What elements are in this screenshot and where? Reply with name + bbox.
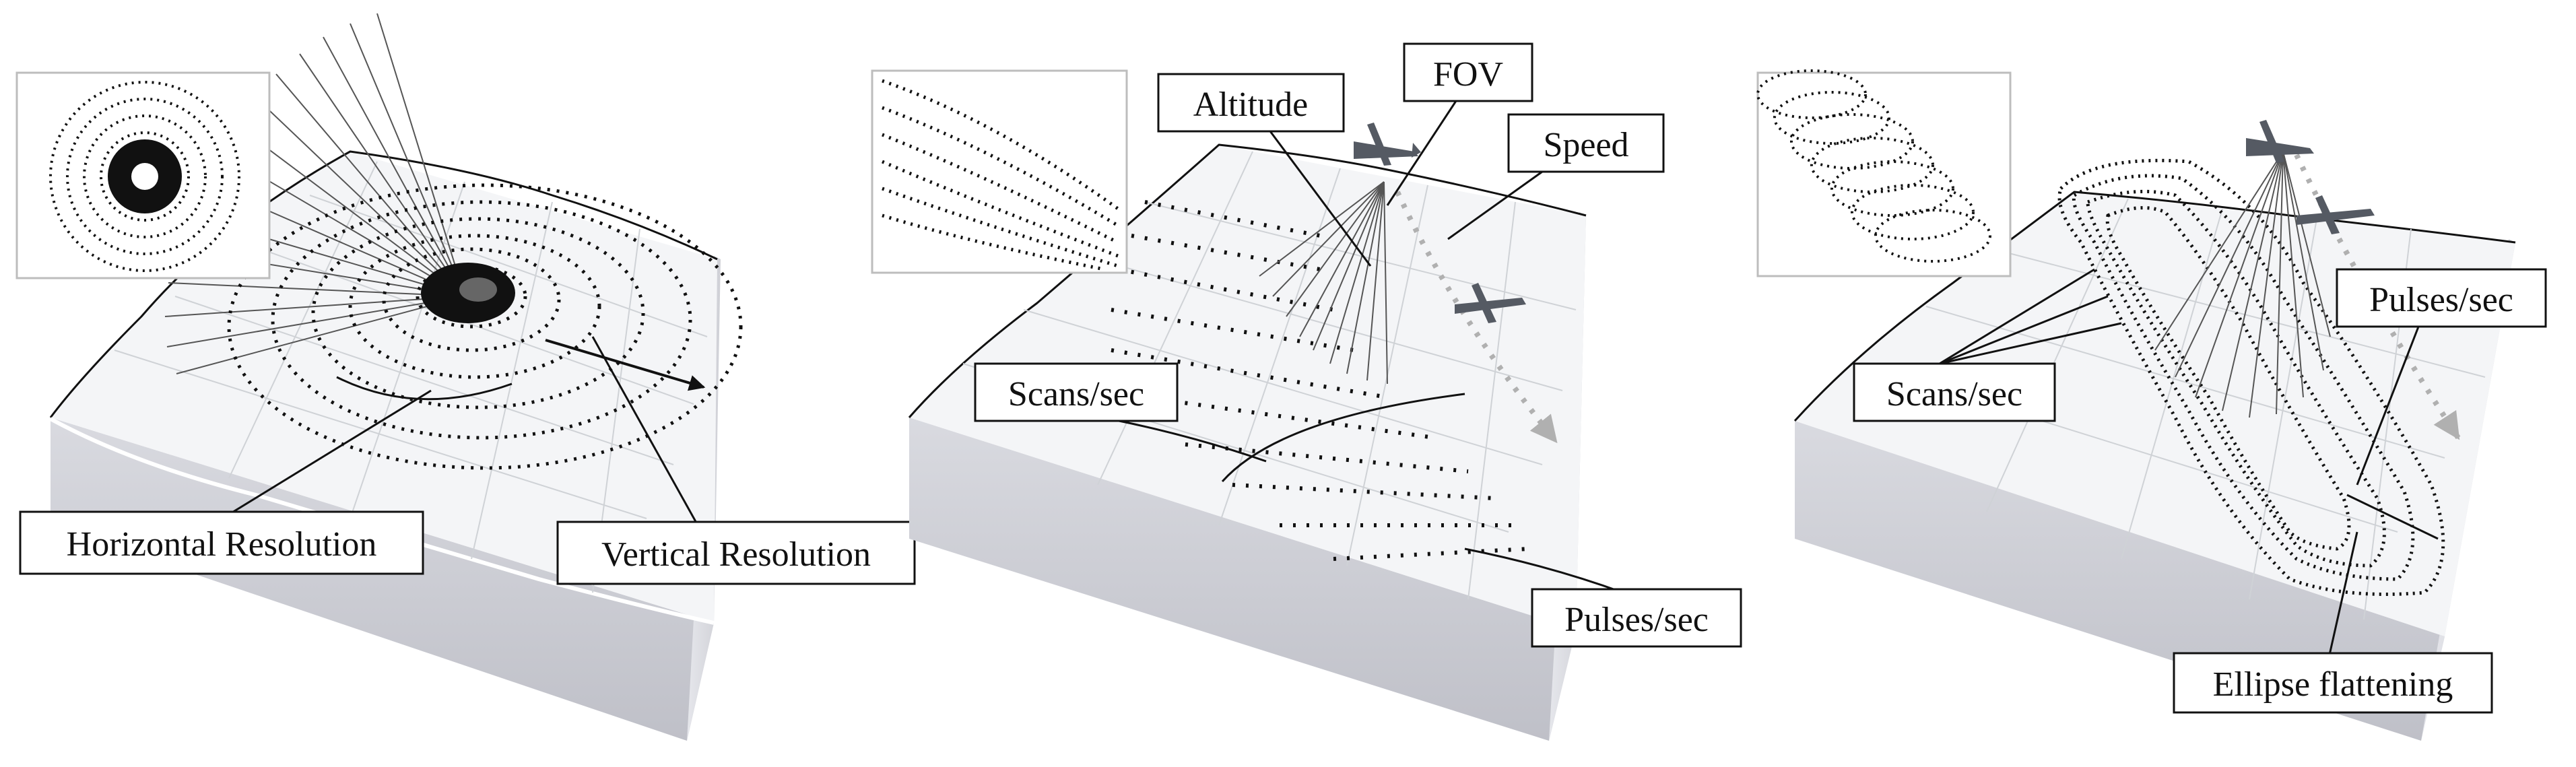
pulses-sec-label: Pulses/sec bbox=[2369, 281, 2513, 319]
scan-rays bbox=[1259, 181, 1388, 385]
panel-elliptical: Scans/sec Pulses/sec Ellipse flattening bbox=[1756, 69, 2547, 741]
label-scans-sec: Scans/sec bbox=[974, 362, 1179, 422]
aircraft-icon bbox=[2297, 195, 2375, 234]
label-fov: FOV bbox=[1403, 42, 1533, 102]
label-ellipse-flattening: Ellipse flattening bbox=[2173, 652, 2493, 714]
elliptical-swath bbox=[2057, 158, 2445, 596]
aircraft-icon bbox=[1455, 283, 1526, 323]
horizontal-resolution-label: Horizontal Resolution bbox=[67, 525, 377, 564]
inset-point-detail bbox=[871, 69, 1128, 274]
inset-top-view bbox=[15, 71, 271, 279]
sensor-icon bbox=[421, 263, 515, 323]
aircraft-icon bbox=[2246, 120, 2314, 163]
scans-sec-label: Scans/sec bbox=[1008, 375, 1144, 413]
point-rings bbox=[227, 183, 743, 470]
ellipse-flattening-label: Ellipse flattening bbox=[2213, 665, 2453, 704]
speed-label: Speed bbox=[1543, 126, 1628, 164]
label-pulses-sec: Pulses/sec bbox=[2336, 268, 2547, 328]
scans-sec-label: Scans/sec bbox=[1886, 375, 2022, 413]
panel-static: Horizontal Resolution Vertical Resolutio… bbox=[15, 13, 916, 741]
vertical-resolution-label: Vertical Resolution bbox=[601, 535, 871, 574]
panel-linear: Altitude FOV Speed Scans/sec Pulses/sec bbox=[871, 42, 1742, 741]
label-vertical-resolution: Vertical Resolution bbox=[556, 521, 916, 585]
scan-rays bbox=[2154, 151, 2331, 418]
label-speed: Speed bbox=[1507, 113, 1665, 173]
label-scans-sec: Scans/sec bbox=[1853, 362, 2056, 422]
scan-points bbox=[1111, 200, 1529, 561]
altitude-label: Altitude bbox=[1193, 86, 1308, 124]
label-horizontal-resolution: Horizontal Resolution bbox=[19, 510, 424, 575]
aircraft-icon bbox=[1354, 123, 1421, 166]
label-pulses-sec: Pulses/sec bbox=[1531, 588, 1742, 648]
fov-label: FOV bbox=[1433, 55, 1503, 94]
inset-swath-detail bbox=[1756, 69, 2012, 277]
label-altitude: Altitude bbox=[1157, 73, 1345, 133]
pulses-sec-label: Pulses/sec bbox=[1564, 601, 1709, 639]
